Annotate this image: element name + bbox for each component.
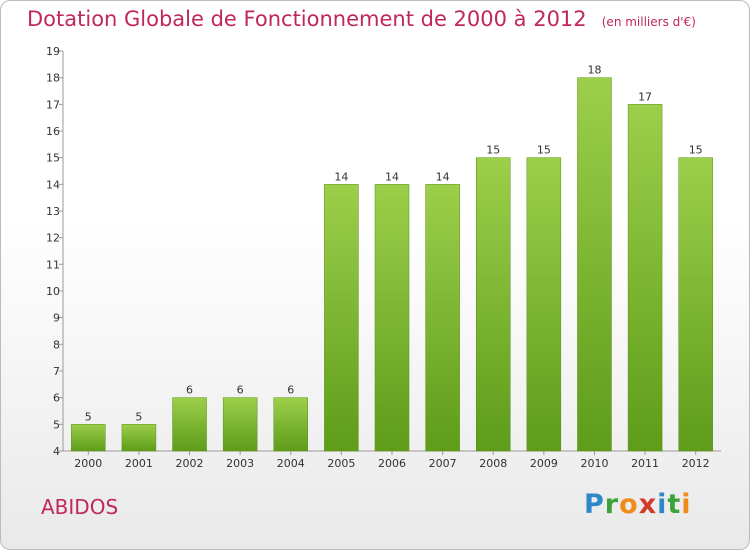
x-tick-label: 2010 [580,457,608,470]
data-label: 15 [537,144,551,157]
bar [71,424,106,452]
chart-title: Dotation Globale de Fonctionnement de 20… [27,7,587,31]
y-tick-label: 14 [46,178,60,191]
y-tick-label: 18 [46,72,60,85]
y-tick-label: 16 [46,125,60,138]
data-label: 14 [436,170,450,183]
logo-letter: t [667,489,682,520]
x-tick-label: 2000 [74,457,102,470]
logo-letter: i [681,489,692,520]
y-tick-label: 12 [46,232,60,245]
data-label: 17 [638,90,652,103]
y-tick-label: 11 [46,258,60,271]
data-label: 6 [237,384,244,397]
logo-letter: i [657,489,668,520]
x-tick-label: 2001 [125,457,153,470]
x-tick-label: 2007 [429,457,457,470]
data-label: 15 [689,144,703,157]
axes: 4 5 6 7 8 9 10 11 12 13 14 15 16 17 18 19 2000 2001 2002 20… [46,45,721,470]
bar [678,157,713,452]
y-tick-label: 17 [46,98,60,111]
data-label: 18 [587,64,601,77]
data-label: 6 [186,384,193,397]
x-tick-label: 2005 [327,457,355,470]
y-tick-label: 5 [53,418,60,431]
y-tick-label: 9 [53,312,60,325]
proxiti-logo: Proxiti [584,489,692,520]
bar [577,77,612,452]
y-tick-label: 8 [53,338,60,351]
bar [627,104,663,452]
y-tick-label: 7 [53,365,60,378]
bar [324,184,359,452]
x-tick-label: 2003 [226,457,254,470]
bar [222,397,258,452]
logo-letter: o [619,489,639,520]
data-label: 15 [486,144,500,157]
x-tick-label: 2008 [479,457,507,470]
y-tick-label: 6 [53,392,60,405]
x-tick-label: 2011 [631,457,659,470]
title-row: Dotation Globale de Fonctionnement de 20… [27,7,696,31]
data-label: 14 [334,170,348,183]
data-label: 5 [85,410,92,423]
data-label: 5 [135,410,142,423]
logo-letter: x [638,489,658,520]
bar [273,397,309,452]
bar [475,157,511,452]
x-tick-label: 2009 [530,457,558,470]
x-tick-label: 2012 [682,457,710,470]
bar [526,157,562,452]
bar [425,184,460,452]
logo-letter: P [584,489,605,520]
y-tick-label: 19 [46,45,60,58]
chart-subtitle: (en milliers d'€) [601,15,696,29]
x-tick-label: 2002 [176,457,204,470]
bar [121,424,157,452]
commune-name: ABIDOS [41,495,119,519]
bar [172,397,207,452]
y-tick-label: 4 [53,445,60,458]
logo-letter: r [604,489,620,520]
data-label: 6 [287,384,294,397]
y-tick-label: 15 [46,152,60,165]
x-tick-label: 2004 [277,457,305,470]
data-label: 14 [385,170,399,183]
bar [374,184,410,452]
y-tick-label: 10 [46,285,60,298]
bars: 5 5 6 6 6 14 14 14 15 15 18 17 15 [71,64,713,452]
x-tick-label: 2006 [378,457,406,470]
y-tick-label: 13 [46,205,60,218]
